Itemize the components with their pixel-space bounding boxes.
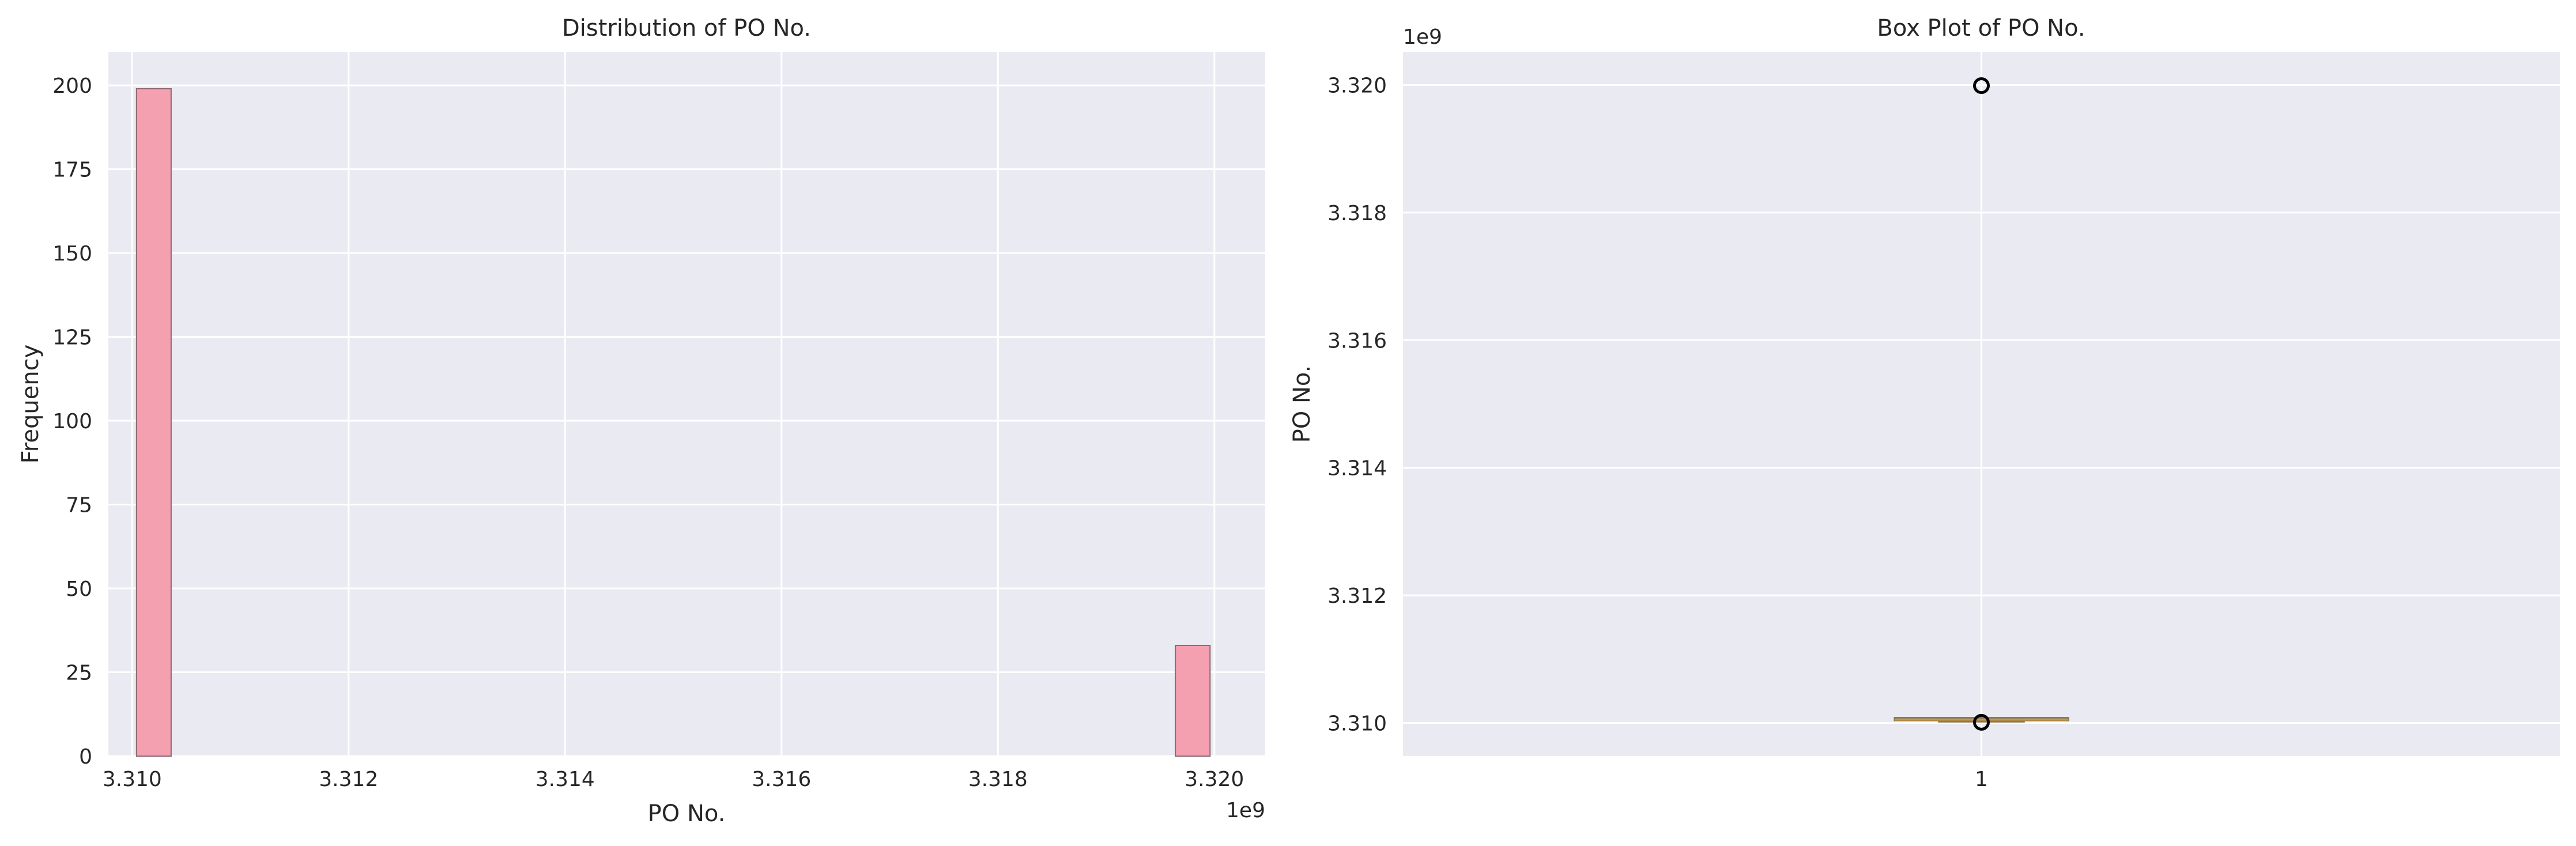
boxplot-y-tick-labels: 3.310 3.312 3.314 3.316 3.318 3.320 [1327, 74, 1387, 736]
histogram-grid [108, 52, 1265, 757]
histogram-bar [1175, 644, 1211, 757]
boxplot-y-tick-label: 3.310 [1327, 712, 1387, 735]
boxplot-y-tick-label: 3.314 [1327, 457, 1387, 481]
histogram-x-tick-label: 3.310 [103, 768, 162, 791]
histogram-x-axis-label: PO No. [648, 800, 726, 827]
boxplot-grid [1403, 52, 2560, 756]
histogram-y-tick-label: 150 [52, 242, 92, 266]
histogram-title: Distribution of PO No. [562, 15, 811, 41]
histogram-y-tick-labels: 0 25 50 75 100 125 150 175 200 [52, 74, 92, 769]
boxplot-y-axis-label: PO No. [1289, 365, 1315, 443]
histogram-y-tick-label: 175 [52, 158, 92, 182]
boxplot-y-tick-label: 3.312 [1327, 584, 1387, 608]
boxplot-x-tick-label: 1 [1975, 768, 1988, 791]
histogram-x-tick-label: 3.312 [319, 768, 378, 791]
histogram-y-tick-label: 125 [52, 326, 92, 350]
boxplot-y-tick-label: 3.318 [1327, 202, 1387, 225]
histogram-x-tick-labels: 3.310 3.312 3.314 3.316 3.318 3.320 [103, 768, 1244, 791]
histogram-y-tick-label: 25 [66, 662, 92, 685]
boxplot-outlier-point [1973, 77, 1990, 95]
histogram-axes-background [108, 52, 1265, 756]
histogram-panel: 3.310 3.312 3.314 3.316 3.318 3.320 0 25 50 75 10… [17, 15, 1265, 827]
histogram-y-tick-label: 75 [66, 494, 92, 518]
histogram-x-tick-label: 3.318 [968, 768, 1028, 791]
histogram-bars [135, 88, 1211, 757]
histogram-x-tick-label: 3.320 [1185, 768, 1244, 791]
histogram-bar [135, 88, 172, 757]
boxplot-x-tick-labels: 1 [1975, 768, 1988, 791]
histogram-x-offset-label: 1e9 [1226, 799, 1265, 822]
boxplot-title: Box Plot of PO No. [1877, 15, 2085, 41]
boxplot-y-tick-label: 3.316 [1327, 329, 1387, 353]
boxplot-panel: 3.310 3.312 3.314 3.316 3.318 3.320 1 Box Plo… [1289, 15, 2560, 791]
boxplot-y-offset-label: 1e9 [1403, 25, 1442, 49]
histogram-y-tick-label: 0 [79, 745, 92, 769]
histogram-y-tick-label: 50 [66, 577, 92, 601]
histogram-y-axis-label: Frequency [17, 345, 44, 464]
histogram-y-tick-label: 100 [52, 410, 92, 433]
boxplot-outlier-point [1973, 713, 1990, 731]
histogram-x-tick-label: 3.314 [535, 768, 595, 791]
boxplot-marks [1894, 77, 2069, 731]
histogram-y-tick-label: 200 [52, 74, 92, 98]
boxplot-y-tick-label: 3.320 [1327, 74, 1387, 98]
histogram-x-tick-label: 3.316 [752, 768, 811, 791]
